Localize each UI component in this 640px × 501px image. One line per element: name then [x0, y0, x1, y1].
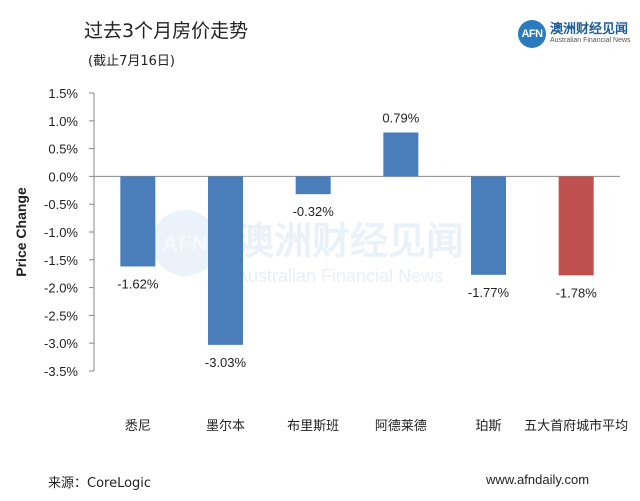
y-tick-label: -0.5% — [44, 197, 78, 212]
chart-title: 过去3个月房价走势 — [84, 20, 249, 42]
y-tick-label: 1.5% — [48, 86, 78, 101]
afn-badge-icon: AFN — [518, 20, 546, 48]
data-label: -1.62% — [117, 276, 159, 291]
data-label: -3.03% — [205, 355, 247, 370]
watermark-name-en: Australian Financial News — [236, 266, 443, 286]
data-label: 0.79% — [382, 110, 419, 125]
brand-name: 澳洲财经见闻 Australian Financial News — [550, 22, 631, 45]
y-tick-label: -3.0% — [44, 336, 78, 351]
chart-subtitle: (截止7月16日) — [88, 54, 175, 69]
y-tick-label: -2.0% — [44, 281, 78, 296]
y-axis-title: Price Change — [13, 187, 29, 277]
x-tick-label: 五大首府城市平均 — [524, 418, 628, 434]
y-tick-label: 1.0% — [48, 114, 78, 129]
brand-name-cn: 澳洲财经见闻 — [550, 22, 629, 37]
y-tick-label: 0.0% — [48, 169, 78, 184]
x-tick-label: 珀斯 — [475, 419, 501, 434]
bar — [558, 176, 594, 276]
watermark-name-cn: 澳洲财经见闻 — [236, 219, 464, 263]
bar — [120, 176, 156, 267]
bar — [383, 132, 419, 177]
y-tick-label: -1.0% — [44, 225, 78, 240]
watermark-badge-text: AFN — [162, 231, 207, 256]
data-source: 来源：CoreLogic — [48, 476, 152, 491]
y-tick-label: -1.5% — [44, 253, 78, 268]
x-tick-label: 墨尔本 — [206, 419, 245, 434]
data-label: -0.32% — [293, 204, 335, 219]
x-tick-label: 悉尼 — [125, 419, 151, 434]
bar — [208, 176, 243, 345]
y-tick-label: -2.5% — [44, 308, 78, 323]
x-tick-label: 布里斯班 — [287, 419, 339, 434]
y-tick-label: -3.5% — [44, 364, 78, 379]
bar — [295, 176, 331, 195]
bar — [471, 176, 506, 275]
data-label: -1.77% — [468, 285, 510, 300]
x-tick-label: 阿德莱德 — [375, 419, 427, 434]
website-url: www.afndaily.com — [486, 472, 590, 487]
y-tick-label: 0.5% — [48, 142, 78, 157]
data-label: -1.78% — [556, 285, 598, 300]
brand-logo: AFN 澳洲财经见闻 Australian Financial News — [518, 20, 631, 48]
brand-name-en: Australian Financial News — [550, 37, 631, 45]
watermark-badge-icon — [152, 210, 218, 276]
